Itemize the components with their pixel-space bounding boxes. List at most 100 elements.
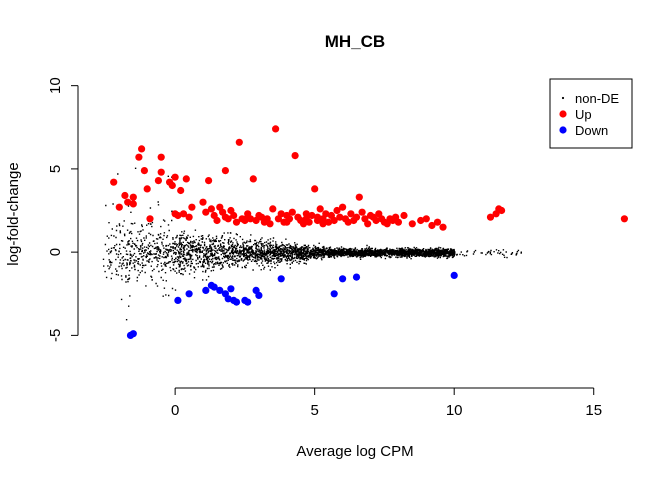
up-point (288, 208, 296, 216)
up-point (202, 208, 210, 216)
up-point (394, 218, 402, 226)
x-tick-label: 0 (171, 402, 179, 419)
up-point (182, 175, 190, 183)
up-point (400, 211, 408, 220)
up-point (330, 216, 338, 225)
up-point (213, 216, 221, 225)
down-point (210, 283, 218, 291)
up-point (157, 168, 165, 176)
y-tick-label: -5 (47, 329, 64, 342)
up-point (352, 213, 361, 221)
up-point (428, 221, 436, 230)
up-point (121, 191, 129, 200)
up-point (207, 205, 215, 213)
up-point (336, 213, 344, 221)
up-point (305, 218, 313, 226)
legend-marker-up (559, 110, 567, 118)
up-point (285, 215, 294, 223)
up-point (230, 211, 238, 220)
up-point (154, 177, 162, 185)
up-point (129, 193, 137, 201)
up-point (311, 185, 319, 193)
up-point (115, 203, 123, 211)
chart-title: MH_CB (325, 32, 385, 51)
up-point (266, 220, 274, 228)
up-point (179, 210, 188, 218)
up-point (235, 138, 243, 146)
up-point (498, 206, 506, 215)
up-point (308, 211, 316, 220)
up-point (246, 215, 255, 223)
y-tick-label: 5 (47, 165, 64, 173)
up-point (302, 210, 310, 218)
legend-marker-non-de (561, 96, 565, 100)
points-layer (102, 125, 629, 339)
down-point (224, 295, 232, 303)
up-point (408, 220, 416, 228)
up-point (177, 186, 185, 195)
up-point (364, 220, 372, 228)
up-point (486, 213, 495, 221)
up-point (277, 210, 285, 218)
up-point (174, 211, 182, 220)
up-point (355, 193, 363, 201)
down-point (202, 286, 210, 294)
up-point (339, 203, 347, 211)
up-point (347, 210, 355, 218)
up-point (199, 198, 207, 206)
legend-label-non-de: non-DE (575, 91, 619, 106)
up-point (319, 220, 327, 228)
y-axis-label: log-fold-change (5, 162, 22, 265)
up-point (344, 218, 352, 226)
up-point (417, 216, 425, 225)
down-point (232, 298, 241, 306)
down-point (339, 275, 347, 283)
down-point (129, 330, 137, 338)
up-point (620, 215, 629, 223)
down-point (255, 291, 263, 299)
down-point (174, 296, 182, 304)
up-point (124, 198, 132, 206)
up-point (140, 167, 148, 175)
down-point (352, 273, 361, 281)
up-point (221, 167, 229, 175)
up-point (422, 215, 430, 223)
y-tick-label: 0 (47, 248, 64, 256)
up-point (433, 218, 442, 226)
down-point (244, 298, 252, 306)
up-point (439, 223, 447, 231)
up-point (135, 153, 143, 161)
up-point (205, 177, 213, 185)
up-point (313, 216, 322, 225)
x-tick-label: 10 (446, 402, 463, 419)
up-point (168, 181, 176, 190)
up-point (138, 145, 146, 153)
x-tick-label: 15 (585, 402, 602, 419)
up-point (110, 178, 118, 186)
up-point (232, 218, 241, 226)
up-point (358, 208, 366, 216)
legend-label-down: Down (575, 123, 608, 138)
up-point (291, 152, 299, 160)
y-tick-label: 10 (47, 77, 64, 94)
up-point (322, 210, 330, 218)
up-point (269, 205, 277, 213)
down-point (185, 290, 193, 298)
up-point (185, 213, 193, 221)
down-point (277, 275, 285, 283)
down-point (330, 290, 338, 298)
legend-label-up: Up (575, 107, 592, 122)
up-point (316, 205, 324, 213)
legend-marker-down (559, 126, 567, 134)
up-point (333, 206, 341, 215)
down-point (227, 285, 235, 293)
up-point (129, 200, 137, 208)
axes-layer: 0 5 10 15 -5 0 5 10 (47, 77, 602, 419)
up-point (171, 173, 179, 181)
up-point (143, 185, 151, 193)
up-point (272, 125, 280, 133)
x-tick-label: 5 (310, 402, 318, 419)
down-point (450, 271, 458, 279)
legend: non-DE Up Down (549, 78, 633, 149)
up-point (372, 216, 380, 225)
